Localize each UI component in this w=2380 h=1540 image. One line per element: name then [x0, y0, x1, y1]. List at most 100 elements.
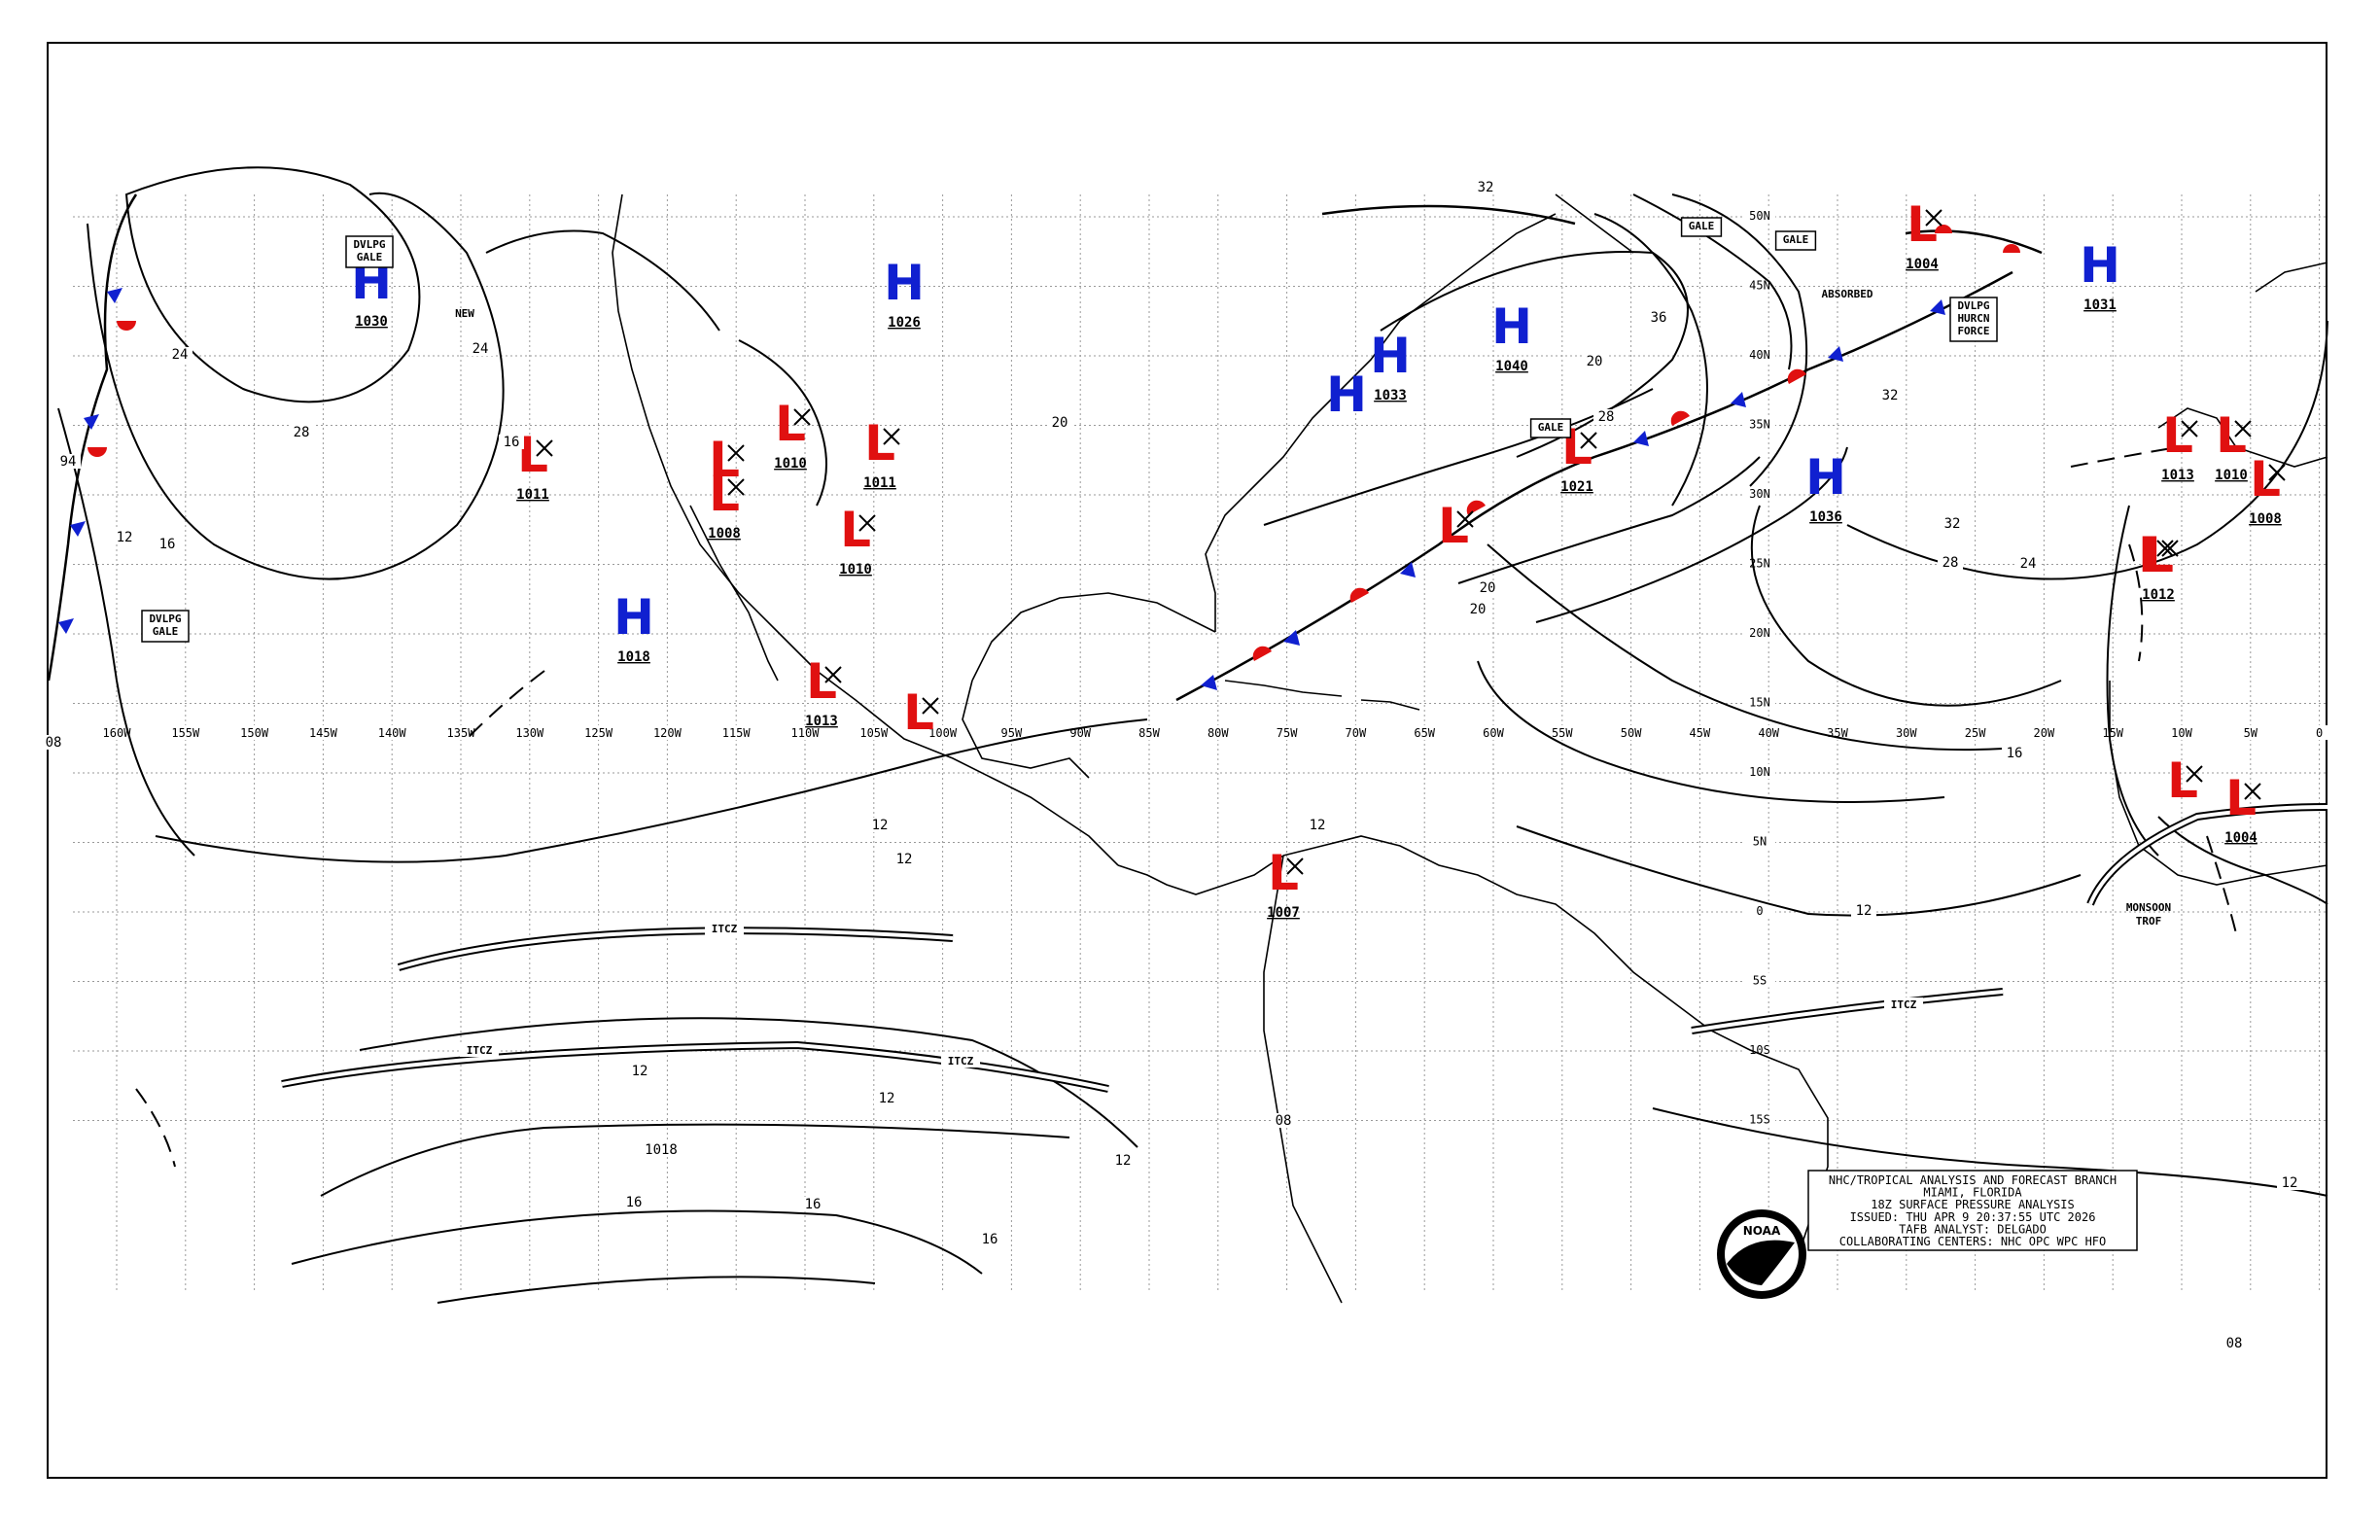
center-letter: H [1805, 449, 1846, 506]
feature-text-label: NEW [455, 307, 474, 320]
center-x-mark [727, 444, 745, 462]
low-center: L [2167, 752, 2203, 809]
isobar-label-text: 12 [117, 530, 133, 545]
itcz-label-text: ITCZ [712, 923, 738, 935]
lat-label-text: 10S [1749, 1043, 1770, 1057]
isobar-label-text: 16 [504, 435, 520, 450]
boxed-label-text: HURCN [1957, 312, 1989, 325]
high-center: H 1018 [613, 589, 654, 665]
lon-label: 95W [995, 725, 1029, 740]
low-center: L 1007 [1267, 845, 1304, 921]
itcz-bands [281, 803, 2328, 1093]
lon-label: 60W [1477, 725, 1510, 740]
isobar-label-bg [499, 435, 524, 449]
isobar-label: 16 [2002, 746, 2027, 761]
center-pressure: 1010 [774, 456, 807, 472]
lon-label: 125W [581, 725, 615, 740]
lon-label-bg [100, 725, 133, 740]
lat-label-bg [1744, 347, 1775, 362]
boxed-label-frame [1774, 230, 1817, 251]
center-pressure: 1008 [708, 526, 741, 542]
high-center: H 1036 [1805, 449, 1846, 525]
fronts [47, 193, 2043, 702]
center-x-mark [727, 478, 745, 496]
boxed-label: GALE [1529, 418, 1572, 438]
isobar-label-text: 08 [2226, 1336, 2243, 1351]
boxed-label-text: GALE [1538, 421, 1564, 434]
lon-label-text: 95W [1001, 726, 1023, 740]
isobar-label-bg [1110, 1153, 1136, 1168]
cold-front-barbs [58, 288, 1945, 690]
center-x-mark [824, 666, 842, 683]
lat-label-text: 0 [1756, 904, 1763, 918]
lon-label: 80W [1201, 725, 1235, 740]
title-block-line: ISSUED: THU APR 9 20:37:55 UTC 2026 [1850, 1210, 2096, 1224]
lat-label-bg [1744, 208, 1775, 223]
lon-label: 135W [444, 725, 477, 740]
lat-label-bg [1744, 903, 1775, 918]
center-x-mark [536, 439, 553, 457]
lon-label: 65W [1408, 725, 1442, 740]
isobar-label-text: 24 [172, 347, 189, 363]
isobar-label-bg [867, 818, 892, 832]
title-block-line: 18Z SURFACE PRESSURE ANALYSIS [1871, 1198, 2075, 1211]
lon-label-text: 20W [2034, 726, 2055, 740]
lon-label-text: 125W [584, 726, 613, 740]
lon-label: 140W [375, 725, 409, 740]
troughs [135, 446, 2237, 1168]
isobar-label: 20 [1582, 354, 1607, 369]
center-letter: L [903, 684, 934, 741]
lon-label-text: 110W [791, 726, 821, 740]
isobar-label-bg [1271, 1113, 1296, 1128]
isobar-label-text: 12 [879, 1091, 895, 1106]
lat-label-text: 15S [1749, 1113, 1770, 1127]
isobar-label-bg [874, 1091, 899, 1105]
isobar-label: 28 [289, 425, 314, 440]
lat-label-bg [1744, 486, 1775, 501]
isobar-label-bg [155, 537, 180, 551]
lon-label-bg [375, 725, 409, 740]
center-pressure: 1033 [1374, 388, 1407, 403]
isobar-label-text: 32 [1478, 180, 1494, 195]
center-pressure: 1012 [2142, 587, 2175, 603]
lat-label-bg [1744, 833, 1775, 849]
center-letter: L [806, 653, 837, 710]
boxed-label-frame [345, 235, 394, 268]
lat-label: 10S [1744, 1042, 1775, 1057]
center-letter: L [2250, 451, 2281, 508]
center-x-mark [1456, 510, 1474, 528]
isobar-label-bg [1582, 354, 1607, 368]
isobar-label-text: 94 [60, 454, 77, 470]
isobar-label: 16 [499, 435, 524, 450]
low-center: L 1013 [805, 653, 842, 729]
noaa-logo-text: NOAA [1743, 1224, 1781, 1238]
isobar-label-text: 32 [1944, 516, 1961, 532]
lat-label: 35N [1744, 416, 1775, 432]
lon-label: 25W [1958, 725, 1992, 740]
lon-label-bg [1752, 725, 1786, 740]
low-center: L 1004 [1906, 196, 1942, 272]
isobar-label-text: 12 [632, 1064, 648, 1079]
isobar-label: 28 [1938, 555, 1963, 571]
boxed-label-frame [1529, 418, 1572, 438]
lon-label-bg [1958, 725, 1992, 740]
center-pressure: 1040 [1495, 359, 1528, 374]
lon-label: 110W [788, 725, 822, 740]
lon-label-text: 145W [309, 726, 338, 740]
isobar-label-bg [800, 1197, 825, 1211]
center-letter: L [709, 466, 740, 522]
isobar-label-bg [1938, 555, 1963, 570]
lon-label-bg [444, 725, 477, 740]
lat-label: 5S [1744, 972, 1775, 988]
isobar-label-text: 16 [159, 537, 176, 552]
lon-label: 85W [1133, 725, 1166, 740]
isobar-label-bg [977, 1232, 1002, 1246]
lat-label-text: 20N [1749, 626, 1770, 640]
isobar-label: 16 [800, 1197, 825, 1212]
lon-label-bg [926, 725, 960, 740]
title-block-line: NHC/TROPICAL ANALYSIS AND FORECAST BRANC… [1829, 1173, 2117, 1187]
center-x-mark [2161, 540, 2179, 557]
